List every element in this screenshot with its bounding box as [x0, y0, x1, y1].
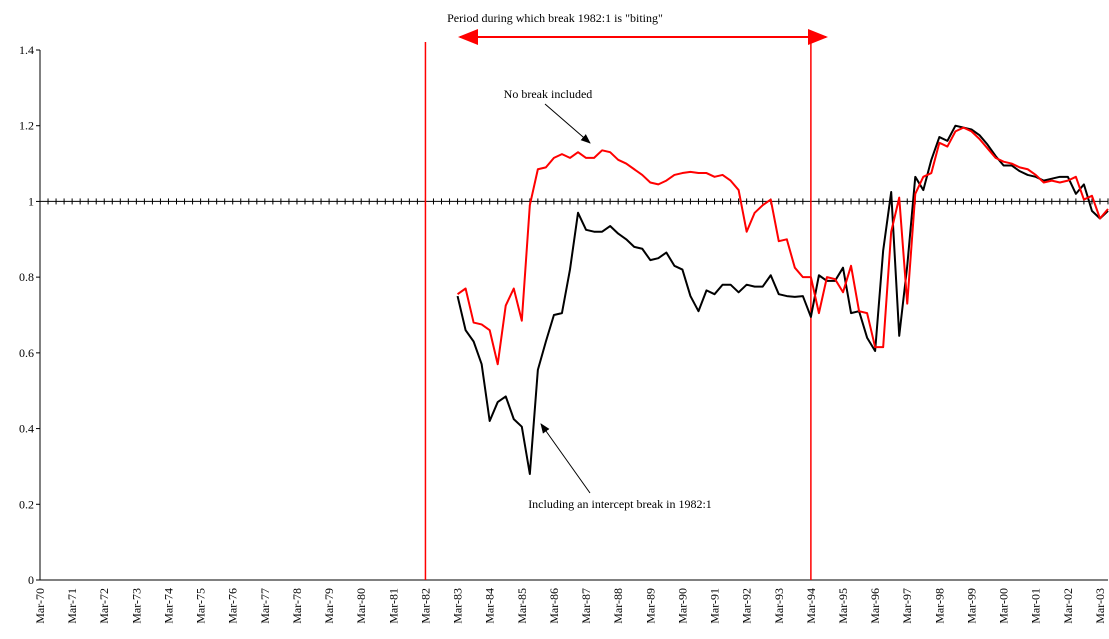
y-tick-label: 0.8 [19, 270, 34, 284]
series-line [456, 126, 1109, 366]
annotation-arrow [544, 103, 591, 144]
x-tick-label: Mar-02 [1061, 588, 1075, 624]
x-tick-label: Mar-80 [354, 588, 368, 624]
x-tick-label: Mar-01 [1029, 588, 1043, 624]
x-tick-label: Mar-91 [708, 588, 722, 624]
x-tick-label: Mar-97 [900, 588, 914, 624]
x-tick-label: Mar-77 [258, 588, 272, 624]
x-tick-label: Mar-74 [161, 588, 175, 624]
x-tick-label: Mar-75 [194, 588, 208, 624]
x-tick-label: Mar-82 [418, 588, 432, 624]
x-tick-label: Mar-83 [451, 588, 465, 624]
x-tick-label: Mar-84 [483, 588, 497, 624]
x-tick-label: Mar-95 [836, 588, 850, 624]
x-tick-label: Mar-00 [997, 588, 1011, 624]
x-tick-label: Mar-79 [322, 588, 336, 624]
x-tick-label: Mar-98 [932, 588, 946, 624]
x-tick-label: Mar-90 [675, 588, 689, 624]
x-tick-label: Mar-88 [611, 588, 625, 624]
x-tick-label: Mar-78 [290, 588, 304, 624]
y-tick-label: 0.4 [19, 422, 34, 436]
x-tick-label: Mar-89 [643, 588, 657, 624]
y-tick-label: 0.6 [19, 346, 34, 360]
y-tick-label: 1 [28, 194, 34, 208]
x-tick-label: Mar-94 [804, 588, 818, 624]
x-tick-label: Mar-93 [772, 588, 786, 624]
x-tick-label: Mar-96 [868, 588, 882, 624]
x-tick-label: Mar-71 [65, 588, 79, 624]
period-label: Period during which break 1982:1 is "bit… [447, 11, 663, 25]
y-tick-label: 1.4 [19, 43, 34, 57]
annotation-arrow [540, 423, 591, 494]
x-tick-label: Mar-99 [964, 588, 978, 624]
x-tick-label: Mar-81 [386, 588, 400, 624]
x-tick-label: Mar-72 [97, 588, 111, 624]
x-tick-label: Mar-92 [740, 588, 754, 624]
x-tick-label: Mar-03 [1093, 588, 1107, 624]
y-tick-label: 0 [28, 573, 34, 587]
x-tick-label: Mar-73 [129, 588, 143, 624]
y-tick-label: 0.2 [19, 497, 34, 511]
x-tick-label: Mar-86 [547, 588, 561, 624]
x-tick-label: Mar-76 [226, 588, 240, 624]
x-tick-label: Mar-85 [515, 588, 529, 624]
annotation-break: Including an intercept break in 1982:1 [528, 497, 712, 511]
series-line [456, 124, 1109, 475]
x-tick-label: Mar-70 [33, 588, 47, 624]
y-tick-label: 1.2 [19, 119, 34, 133]
x-tick-label: Mar-87 [579, 588, 593, 624]
annotation-no-break: No break included [504, 87, 593, 101]
